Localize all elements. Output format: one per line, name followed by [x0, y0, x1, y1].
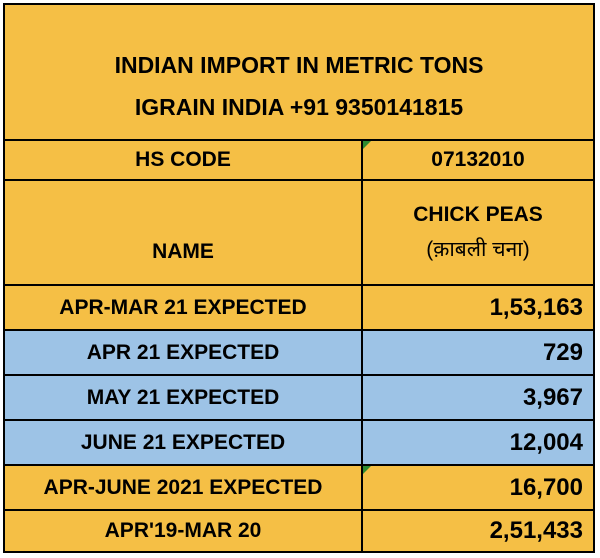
row-label: MAY 21 EXPECTED	[86, 385, 280, 409]
table-row: JUNE 21 EXPECTED 12,004	[5, 419, 593, 464]
cell-comment-marker-icon	[363, 141, 371, 149]
row-label: APR-JUNE 2021 EXPECTED	[43, 475, 323, 499]
row-value: 729	[361, 331, 593, 374]
name-row: NAME CHICK PEAS (क़ाबली चना)	[5, 179, 593, 284]
hs-code-row: HS CODE 07132010	[5, 139, 593, 179]
table-subtitle: IGRAIN INDIA +91 9350141815	[134, 94, 464, 120]
row-value: 3,967	[361, 376, 593, 419]
product-name-english: CHICK PEAS	[413, 202, 543, 226]
row-label: APR'19-MAR 20	[104, 519, 262, 542]
title-block: INDIAN IMPORT IN METRIC TONS IGRAIN INDI…	[5, 5, 593, 139]
row-label: APR-MAR 21 EXPECTED	[59, 295, 307, 319]
product-cell: CHICK PEAS (क़ाबली चना)	[361, 181, 593, 284]
row-value: 2,51,433	[361, 511, 593, 551]
table-row: APR-MAR 21 EXPECTED 1,53,163	[5, 284, 593, 329]
table-row: APR'19-MAR 20 2,51,433	[5, 509, 593, 551]
hs-code-label: HS CODE	[135, 148, 231, 171]
name-label: NAME	[152, 240, 214, 263]
row-value-text: 16,700	[509, 473, 583, 501]
cell-comment-marker-icon	[363, 466, 371, 474]
table-title: INDIAN IMPORT IN METRIC TONS	[114, 52, 484, 78]
product-name-hindi: (क़ाबली चना)	[426, 237, 530, 261]
row-value: 16,700	[361, 466, 593, 509]
hs-code-value: 07132010	[361, 141, 593, 179]
table-row: APR-JUNE 2021 EXPECTED 16,700	[5, 464, 593, 509]
row-value: 12,004	[361, 421, 593, 464]
row-value: 1,53,163	[361, 286, 593, 329]
import-table: INDIAN IMPORT IN METRIC TONS IGRAIN INDI…	[3, 3, 595, 553]
row-label: JUNE 21 EXPECTED	[80, 430, 286, 454]
table-row: APR 21 EXPECTED 729	[5, 329, 593, 374]
table-row: MAY 21 EXPECTED 3,967	[5, 374, 593, 419]
row-label: APR 21 EXPECTED	[86, 340, 280, 364]
hs-code-text: 07132010	[431, 148, 525, 171]
